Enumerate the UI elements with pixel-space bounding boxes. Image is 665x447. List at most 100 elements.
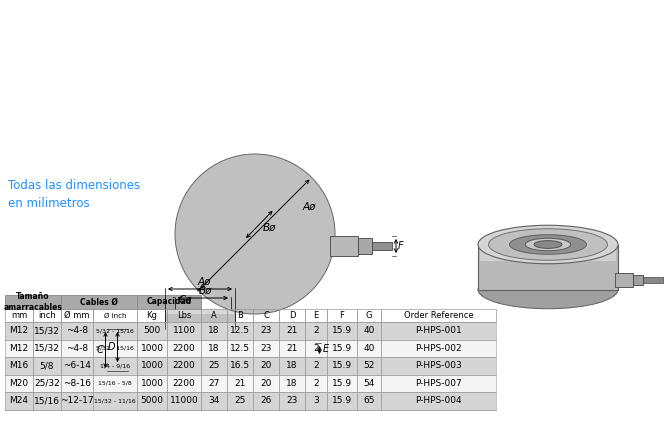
FancyBboxPatch shape — [5, 375, 496, 392]
Text: 1000: 1000 — [140, 379, 164, 388]
Text: 15/32 - 11/16: 15/32 - 11/16 — [94, 398, 136, 403]
FancyBboxPatch shape — [480, 249, 616, 261]
Text: C: C — [263, 311, 269, 320]
Text: P-HPS-004: P-HPS-004 — [415, 396, 462, 405]
Text: Capacidad: Capacidad — [146, 298, 192, 307]
FancyBboxPatch shape — [5, 295, 61, 309]
Text: M16: M16 — [9, 361, 29, 370]
FancyBboxPatch shape — [643, 277, 663, 283]
FancyBboxPatch shape — [128, 329, 273, 371]
Text: 12.5: 12.5 — [230, 326, 250, 335]
Text: Aø: Aø — [198, 277, 211, 287]
Text: 1000: 1000 — [140, 344, 164, 353]
FancyBboxPatch shape — [166, 309, 234, 314]
Text: 2200: 2200 — [173, 344, 196, 353]
Text: 11000: 11000 — [170, 396, 198, 405]
Text: M20: M20 — [9, 379, 29, 388]
Text: 2200: 2200 — [173, 361, 196, 370]
Text: ~6-14: ~6-14 — [63, 361, 91, 370]
Text: ~8-16: ~8-16 — [63, 379, 91, 388]
FancyBboxPatch shape — [5, 322, 496, 340]
Text: 23: 23 — [260, 344, 272, 353]
FancyBboxPatch shape — [273, 343, 287, 357]
FancyBboxPatch shape — [5, 340, 496, 357]
Text: mm: mm — [11, 311, 27, 320]
Text: M12: M12 — [9, 344, 29, 353]
Text: 40: 40 — [363, 326, 374, 335]
Ellipse shape — [489, 229, 608, 260]
Text: 2200: 2200 — [173, 379, 196, 388]
Text: 21: 21 — [287, 344, 298, 353]
FancyBboxPatch shape — [5, 392, 496, 409]
Ellipse shape — [534, 240, 562, 249]
FancyBboxPatch shape — [137, 295, 201, 309]
Text: 1/4 - 9/16: 1/4 - 9/16 — [100, 363, 130, 368]
Text: F: F — [398, 241, 404, 251]
Text: 2: 2 — [313, 326, 319, 335]
Text: ~4-8: ~4-8 — [66, 326, 88, 335]
Text: D: D — [108, 342, 116, 352]
Text: G: G — [366, 311, 372, 320]
Text: 20: 20 — [260, 379, 272, 388]
Text: 54: 54 — [363, 379, 374, 388]
Text: E: E — [323, 344, 329, 354]
FancyBboxPatch shape — [633, 275, 643, 285]
Circle shape — [207, 186, 303, 282]
Ellipse shape — [509, 235, 587, 254]
Circle shape — [237, 216, 273, 252]
Text: 5000: 5000 — [140, 396, 164, 405]
Text: D: D — [289, 311, 295, 320]
Text: Order Reference: Order Reference — [404, 311, 473, 320]
FancyBboxPatch shape — [372, 242, 392, 250]
FancyBboxPatch shape — [61, 295, 137, 309]
Text: 15.9: 15.9 — [332, 361, 352, 370]
FancyBboxPatch shape — [165, 309, 235, 329]
Text: 15/32: 15/32 — [34, 326, 60, 335]
Polygon shape — [613, 245, 618, 290]
FancyBboxPatch shape — [5, 357, 496, 375]
Polygon shape — [478, 245, 483, 290]
Text: P-HPS-007: P-HPS-007 — [415, 379, 462, 388]
Text: P-HPS-002: P-HPS-002 — [415, 344, 462, 353]
Ellipse shape — [478, 270, 618, 309]
Text: Bø: Bø — [263, 223, 277, 233]
FancyBboxPatch shape — [358, 238, 372, 254]
Text: 5/32 - 15/16: 5/32 - 15/16 — [96, 346, 134, 351]
Text: 15/16: 15/16 — [34, 396, 60, 405]
Circle shape — [175, 154, 335, 314]
Text: ~4-8: ~4-8 — [66, 344, 88, 353]
Text: inch: inch — [38, 311, 56, 320]
Text: 5/8: 5/8 — [40, 361, 55, 370]
Text: ~12-17: ~12-17 — [61, 396, 94, 405]
Text: 21: 21 — [234, 379, 245, 388]
Text: 25: 25 — [208, 361, 219, 370]
Text: 18: 18 — [286, 379, 298, 388]
Text: Ø inch: Ø inch — [104, 312, 126, 319]
FancyBboxPatch shape — [130, 348, 271, 369]
Text: Todas las dimensiones
en milimetros: Todas las dimensiones en milimetros — [8, 179, 140, 210]
Text: 23: 23 — [287, 396, 298, 405]
Text: 2: 2 — [313, 361, 319, 370]
Text: 18: 18 — [208, 344, 219, 353]
Text: P-HPS-001: P-HPS-001 — [415, 326, 462, 335]
Text: B: B — [237, 311, 243, 320]
Text: 52: 52 — [363, 361, 374, 370]
FancyBboxPatch shape — [330, 236, 358, 256]
Text: 12.5: 12.5 — [230, 344, 250, 353]
Text: 27: 27 — [208, 379, 219, 388]
Text: Lbs: Lbs — [177, 311, 192, 320]
Text: 65: 65 — [363, 396, 375, 405]
Text: M24: M24 — [9, 396, 29, 405]
Text: 20: 20 — [260, 361, 272, 370]
FancyBboxPatch shape — [615, 273, 633, 287]
Text: C: C — [96, 345, 104, 355]
Text: 15/16 - 5/8: 15/16 - 5/8 — [98, 381, 132, 386]
Text: 15.9: 15.9 — [332, 326, 352, 335]
Text: 2: 2 — [313, 344, 319, 353]
Text: E: E — [313, 311, 319, 320]
Text: Tamaño
amarracables: Tamaño amarracables — [3, 292, 63, 312]
Text: 1100: 1100 — [172, 326, 196, 335]
Text: 3: 3 — [313, 396, 319, 405]
Text: 15.9: 15.9 — [332, 379, 352, 388]
Text: 500: 500 — [144, 326, 161, 335]
